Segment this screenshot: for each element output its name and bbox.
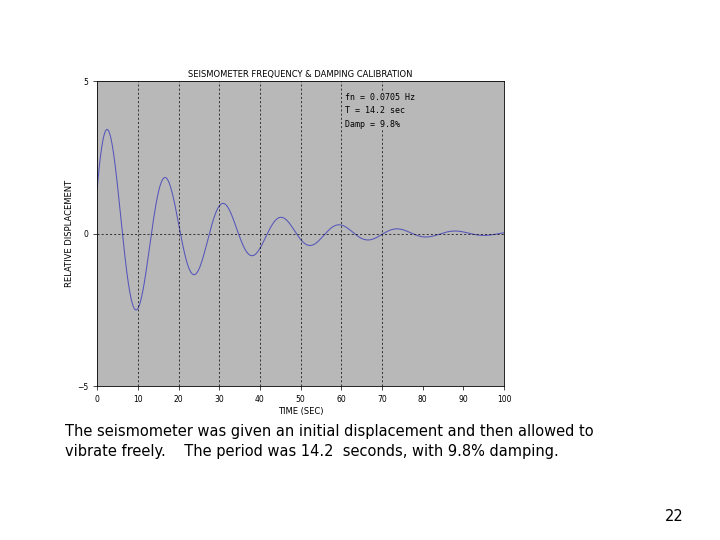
Title: SEISMOMETER FREQUENCY & DAMPING CALIBRATION: SEISMOMETER FREQUENCY & DAMPING CALIBRAT… — [189, 70, 413, 79]
X-axis label: TIME (SEC): TIME (SEC) — [278, 407, 323, 416]
Text: 22: 22 — [665, 509, 684, 524]
Text: fn = 0.0705 Hz
T = 14.2 sec
Damp = 9.8%: fn = 0.0705 Hz T = 14.2 sec Damp = 9.8% — [346, 93, 415, 129]
Text: The seismometer was given an initial displacement and then allowed to
vibrate fr: The seismometer was given an initial dis… — [65, 424, 593, 458]
Y-axis label: RELATIVE DISPLACEMENT: RELATIVE DISPLACEMENT — [65, 180, 74, 287]
